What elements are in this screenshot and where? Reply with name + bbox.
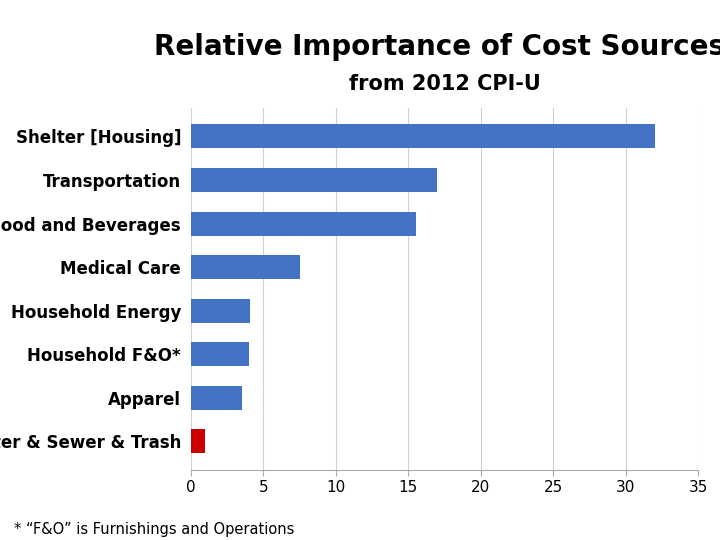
- Bar: [191, 168, 437, 192]
- Bar: [191, 386, 242, 410]
- Text: * “F&O” is Furnishings and Operations: * “F&O” is Furnishings and Operations: [14, 522, 294, 537]
- Bar: [191, 429, 205, 454]
- Bar: [191, 299, 251, 323]
- Bar: [191, 212, 415, 235]
- Text: from 2012 CPI-U: from 2012 CPI-U: [348, 73, 541, 93]
- Bar: [191, 124, 655, 148]
- Bar: [191, 255, 300, 279]
- Text: Relative Importance of Cost Sources,: Relative Importance of Cost Sources,: [154, 33, 720, 61]
- Bar: [191, 342, 249, 366]
